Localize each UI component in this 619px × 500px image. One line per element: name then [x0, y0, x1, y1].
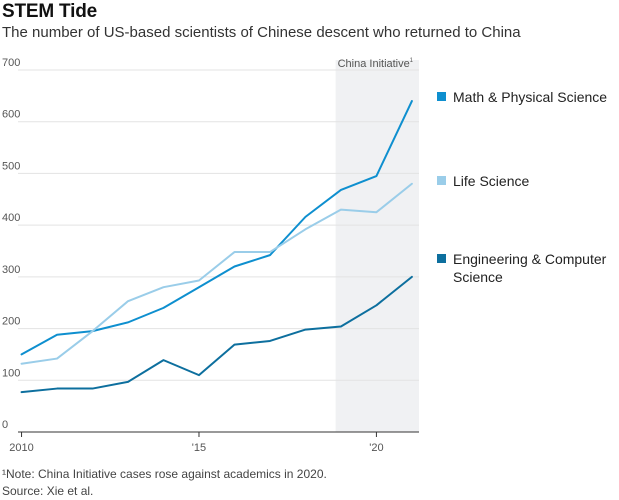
chart-title: STEM Tide: [2, 1, 97, 22]
y-tick-label: 600: [2, 109, 20, 121]
footnote-note: ¹Note: China Initiative cases rose again…: [2, 467, 327, 481]
legend-item-life: Life Science: [437, 172, 617, 190]
y-tick-label: 400: [2, 212, 20, 224]
legend-swatch-engineering: [437, 254, 446, 263]
legend-swatch-math: [437, 92, 446, 101]
chart-subtitle: The number of US-based scientists of Chi…: [2, 24, 521, 41]
series-line-1: [20, 182, 413, 365]
legend-label-engineering: Engineering & Computer Science: [453, 251, 607, 285]
legend-item-engineering: Engineering & Computer Science: [437, 250, 617, 286]
x-tick-label: '15: [192, 442, 206, 454]
y-tick-label: 100: [2, 367, 20, 379]
x-tick-label: '20: [369, 442, 383, 454]
legend-label-math: Math & Physical Science: [453, 89, 608, 105]
y-tick-label: 300: [2, 264, 20, 276]
legend-item-math: Math & Physical Science: [437, 88, 617, 106]
series-line-0: [20, 100, 413, 356]
y-tick-label: 0: [2, 419, 8, 431]
shaded-region-label: China Initiative: [338, 58, 410, 70]
legend-swatch-life: [437, 176, 446, 185]
x-tick-label: 2010: [9, 442, 33, 454]
legend-label-life: Life Science: [453, 173, 530, 189]
y-tick-label: 200: [2, 316, 20, 328]
footnote-source: Source: Xie et al.: [2, 484, 94, 498]
shaded-region: [335, 60, 419, 432]
y-tick-label: 500: [2, 160, 20, 172]
series-line-2: [20, 275, 413, 394]
shaded-region-footnote-marker: 1: [410, 58, 414, 64]
y-tick-label: 700: [2, 57, 20, 69]
